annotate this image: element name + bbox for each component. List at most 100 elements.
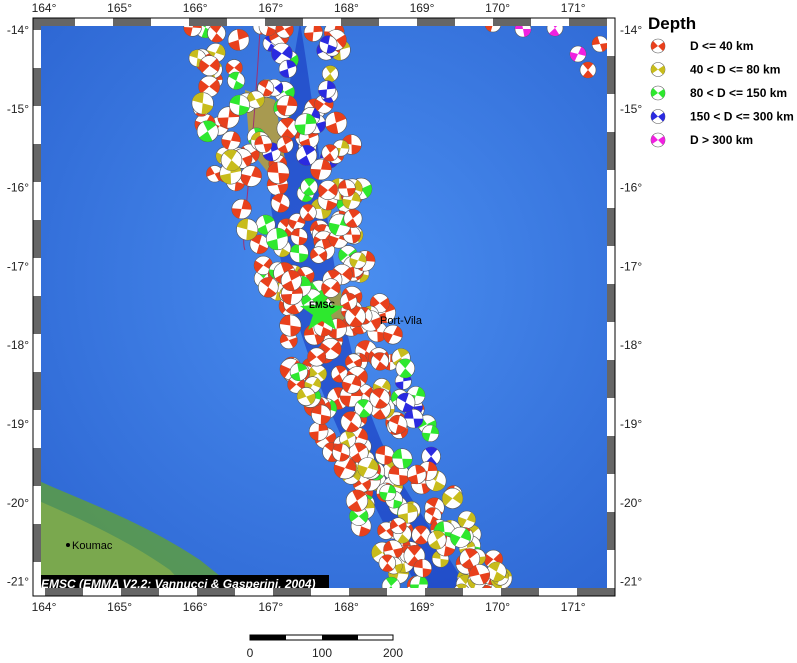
beachball — [257, 79, 275, 97]
beachball — [308, 421, 329, 441]
beachball — [579, 61, 597, 79]
beachball — [311, 404, 332, 425]
beachball-quad — [488, 562, 501, 572]
beachball-quad — [325, 122, 339, 134]
beachball-quad — [302, 145, 316, 156]
lat-label: -16° — [7, 181, 29, 195]
beachball-quad — [246, 229, 258, 241]
beachball-quad — [251, 166, 262, 179]
beachball-quad — [373, 352, 385, 362]
beachball-quad — [422, 432, 431, 442]
beachball-quad — [381, 554, 393, 564]
beachball-quad — [370, 296, 380, 309]
beachball-quad — [398, 358, 411, 369]
beachball-quad — [334, 464, 346, 478]
beachball-quad — [318, 184, 328, 197]
beachball-quad — [415, 534, 427, 545]
beachball-quad — [336, 318, 347, 329]
beachball — [246, 90, 265, 109]
beachball-quad — [324, 73, 335, 82]
beachball-quad — [469, 565, 480, 577]
beachball-quad — [392, 448, 403, 459]
beachball — [225, 59, 243, 77]
earthquakes — [183, 22, 609, 592]
beachball-quad — [310, 248, 319, 260]
beachball-quad — [335, 365, 347, 375]
beachball-quad — [651, 111, 658, 121]
lon-label: 167° — [258, 1, 283, 15]
beachball — [231, 198, 252, 220]
beachball-quad — [199, 59, 210, 73]
credit: EMSC (EMMA V2.2; Vannucci & Gasperini, 2… — [41, 577, 316, 591]
beachball-quad — [399, 368, 412, 378]
beachball-quad — [387, 484, 396, 494]
beachball-quad — [318, 250, 327, 262]
beachball-quad — [422, 568, 432, 578]
lat-label: -14° — [7, 23, 29, 37]
beachball-quad — [274, 82, 283, 94]
beachball-quad — [352, 489, 366, 501]
beachball — [276, 95, 298, 117]
beachball-quad — [298, 236, 308, 246]
beachball-quad — [413, 559, 423, 569]
beachball — [450, 526, 472, 548]
beachball-quad — [479, 572, 490, 585]
beachball-quad — [294, 124, 306, 135]
beachball-quad — [407, 545, 422, 556]
beachball-quad — [288, 270, 301, 281]
beachball — [397, 502, 419, 524]
beachball-quad — [209, 79, 220, 93]
beachball-quad — [393, 547, 403, 559]
beachball — [240, 165, 262, 187]
legend-label: D > 300 km — [690, 133, 753, 147]
beachball-quad — [305, 271, 315, 283]
beachball-quad — [314, 99, 324, 111]
scale-label: 0 — [247, 646, 254, 658]
beachball-quad — [301, 193, 313, 202]
beachball — [375, 445, 395, 465]
beachball — [227, 29, 250, 51]
beachball-quad — [233, 80, 244, 90]
scale-label: 200 — [383, 646, 403, 658]
beachball-quad — [570, 51, 578, 62]
beachball-quad — [223, 149, 237, 161]
lon-label: 169° — [410, 1, 435, 15]
beachball-quad — [393, 499, 403, 509]
beachball — [271, 42, 293, 65]
beachball-quad — [256, 244, 268, 254]
beachball-quad — [272, 193, 284, 204]
beachball-quad — [305, 113, 317, 125]
beachball-quad — [464, 548, 478, 559]
beachball-quad — [346, 421, 360, 433]
beachball-quad — [221, 139, 231, 150]
beachball — [258, 277, 279, 298]
beachball-quad — [260, 277, 273, 288]
beachball-quad — [297, 363, 308, 372]
beachball-quad — [240, 173, 252, 186]
beachball-quad — [280, 262, 294, 274]
beachball-quad — [658, 42, 665, 52]
beachball — [310, 158, 332, 181]
beachball-quad — [254, 135, 264, 145]
beachball — [229, 94, 250, 116]
beachball-quad — [407, 474, 419, 484]
beachball — [391, 448, 413, 470]
beachball — [249, 234, 269, 254]
beachball-quad — [225, 62, 235, 74]
beachball-quad — [327, 270, 340, 280]
beachball-quad — [279, 314, 291, 326]
beachball-quad — [206, 166, 215, 177]
beachball-quad — [345, 458, 356, 472]
beachball — [227, 71, 246, 90]
beachball-quad — [280, 128, 295, 139]
beachball — [307, 347, 327, 367]
beachball-quad — [263, 287, 277, 298]
beachball-quad — [415, 465, 426, 475]
beachball-quad — [371, 544, 383, 559]
beachball — [403, 408, 424, 429]
lat-label: -14° — [620, 23, 642, 37]
beachball-quad — [600, 42, 608, 52]
beachball — [267, 161, 290, 185]
lon-label: 164° — [32, 600, 57, 614]
beachball-quad — [351, 323, 365, 334]
